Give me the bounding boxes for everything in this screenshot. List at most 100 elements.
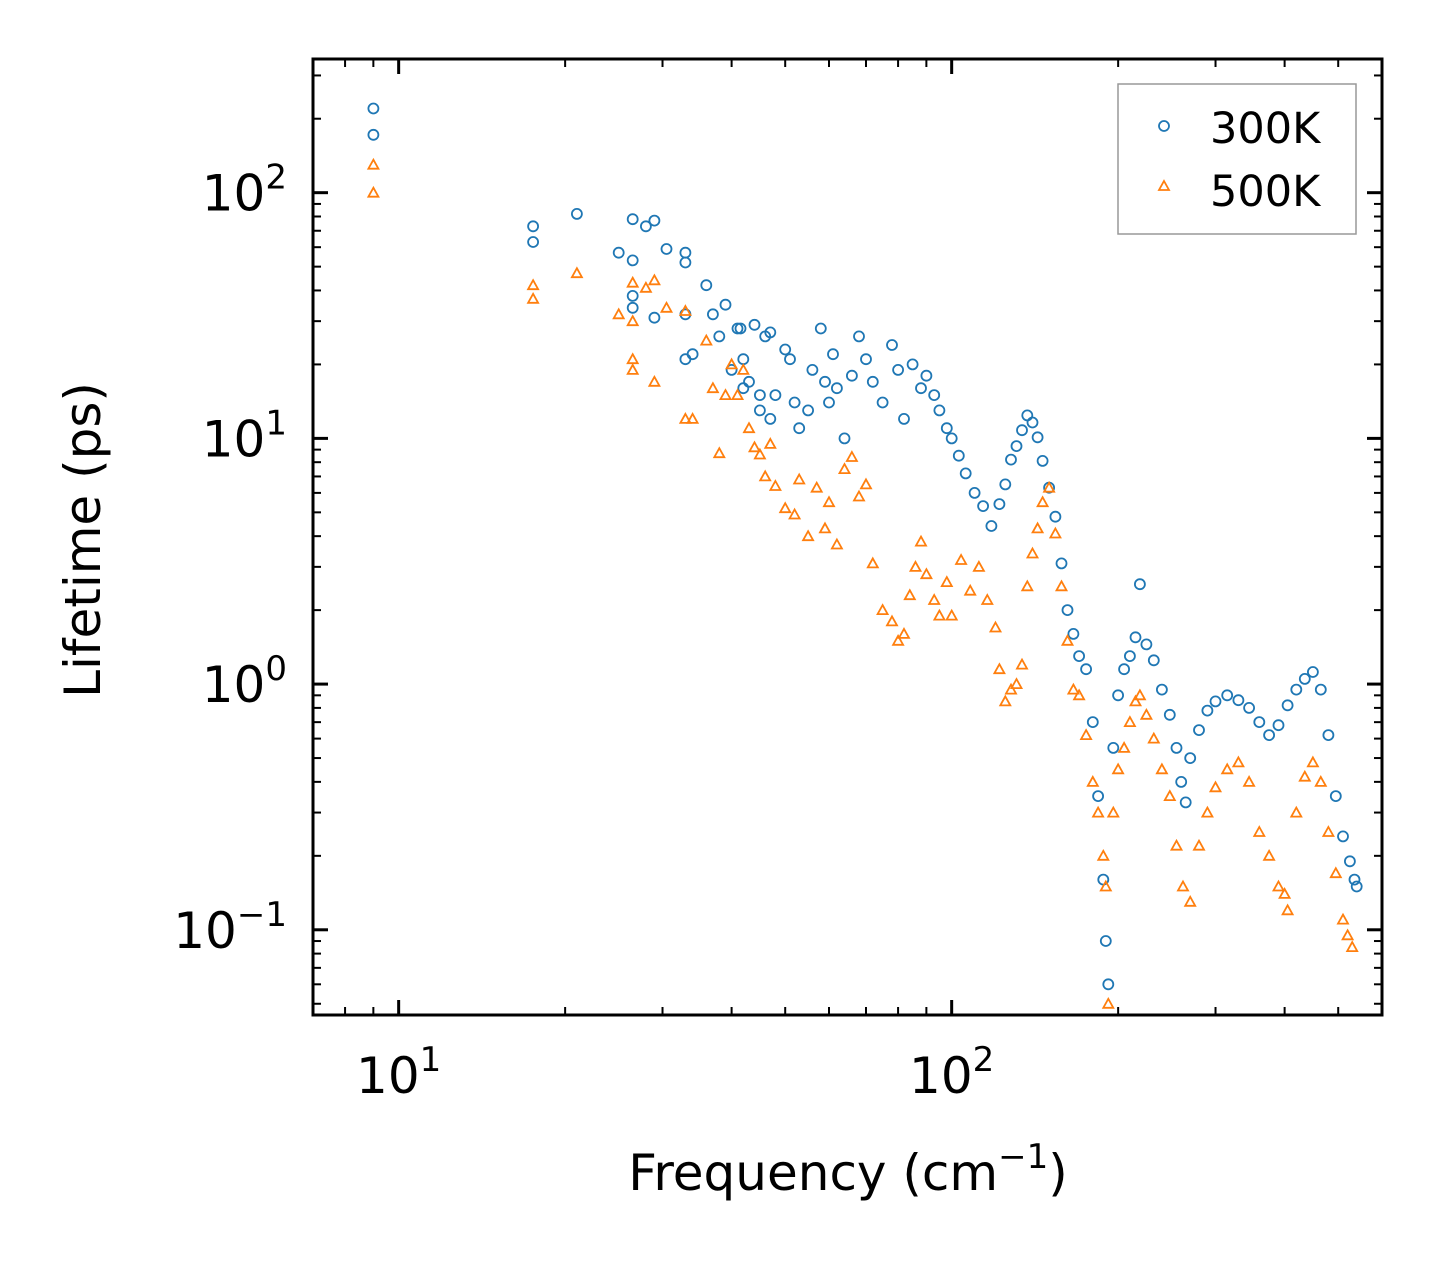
data-point-500k: [626, 275, 640, 288]
data-point-300k: [959, 467, 972, 480]
data-point-500k: [980, 593, 994, 605]
data-point-300k: [860, 353, 872, 366]
major-ticks: [313, 59, 1382, 1015]
data-point-300k: [1281, 699, 1294, 712]
legend: 300K 500K: [1117, 83, 1357, 235]
data-point-500k: [1314, 775, 1328, 787]
data-point-300k: [1112, 689, 1124, 702]
data-point-500k: [988, 620, 1003, 633]
data-point-500k: [1042, 480, 1056, 493]
data-point-300k: [1344, 855, 1356, 868]
data-point-500k: [747, 440, 762, 453]
data-point-500k: [736, 363, 750, 375]
data-point-500k: [891, 633, 905, 646]
data-point-500k: [678, 412, 692, 424]
data-point-500k: [1163, 789, 1177, 801]
data-point-500k: [1139, 707, 1153, 720]
data-point-500k: [1329, 866, 1343, 879]
data-point-300k: [1021, 409, 1034, 422]
data-point-300k: [737, 382, 750, 395]
data-point-300k: [886, 339, 898, 351]
data-point-300k: [1147, 654, 1160, 667]
data-point-500k: [876, 603, 890, 615]
data-point-500k: [570, 266, 584, 279]
data-point-500k: [1036, 495, 1050, 508]
data-point-300k: [819, 375, 831, 388]
data-point-500k: [725, 357, 739, 370]
data-point-300k: [823, 396, 835, 409]
data-point-300k: [784, 353, 796, 366]
data-point-300k: [764, 326, 777, 339]
data-point-500k: [852, 489, 866, 502]
data-point-500k: [992, 662, 1006, 675]
data-point-300k: [1329, 790, 1342, 802]
data-point-500k: [1262, 848, 1276, 861]
data-point-300k: [1314, 683, 1327, 696]
data-point-500k: [788, 507, 802, 520]
data-point-500k: [908, 560, 923, 572]
data-point-300k: [928, 389, 941, 402]
data-point-300k: [648, 214, 661, 227]
data-point-300k: [1348, 873, 1361, 886]
x-tick-label: 102: [909, 1040, 994, 1105]
data-point-300k: [1175, 776, 1188, 788]
data-point-300k: [527, 220, 539, 233]
data-point-500k: [1341, 928, 1355, 941]
data-point-300k: [769, 389, 782, 402]
data-point-300k: [1010, 440, 1023, 453]
data-point-300k: [1156, 683, 1168, 696]
data-point-300k: [1221, 689, 1234, 702]
data-point-500k: [1060, 633, 1075, 646]
data-point-500k: [1336, 912, 1350, 925]
data-point-500k: [1208, 780, 1223, 793]
data-point-500k: [1117, 741, 1131, 753]
data-point-300k: [853, 330, 865, 343]
data-point-500k: [686, 412, 700, 424]
data-point-500k: [940, 575, 954, 587]
data-point-500k: [972, 560, 986, 572]
legend-label-300k: 300K: [1210, 104, 1322, 154]
data-point-300k: [1201, 704, 1214, 717]
data-point-500k: [1281, 903, 1295, 916]
data-point-300k: [906, 358, 919, 371]
data-point-500k: [830, 537, 844, 550]
data-point-300k: [1092, 790, 1104, 802]
data-point-500k: [1106, 805, 1120, 818]
data-point-300k: [1031, 431, 1044, 444]
data-point-500k: [768, 479, 782, 491]
data-point-300k: [920, 369, 933, 382]
data-point-500k: [659, 300, 674, 313]
data-point-300k: [933, 404, 946, 417]
data-point-500k: [1015, 657, 1029, 670]
data-point-500k: [1079, 728, 1093, 740]
data-point-500k: [778, 501, 792, 514]
data-point-300k: [367, 102, 380, 115]
data-point-500k: [1278, 887, 1292, 899]
data-point-500k: [712, 446, 726, 459]
data-point-500k: [945, 608, 959, 621]
data-point-300k: [1272, 719, 1285, 732]
data-point-300k: [1350, 880, 1363, 893]
data-point-500k: [758, 469, 772, 482]
data-point-500k: [1242, 775, 1256, 787]
data-point-500k: [866, 556, 880, 569]
data-point-500k: [1096, 848, 1110, 861]
data-point-300k: [915, 382, 927, 395]
y-tick-label: 102: [202, 158, 287, 223]
data-point-300k: [1263, 729, 1275, 741]
data-point-300k: [527, 236, 539, 248]
data-point-300k: [754, 389, 766, 402]
data-point-500k: [1054, 579, 1069, 592]
data-point-500k: [1025, 546, 1040, 559]
data-point-500k: [612, 307, 626, 320]
data-point-300k: [993, 498, 1006, 511]
data-point-300k: [367, 128, 380, 141]
data-point-300k: [1073, 650, 1085, 662]
data-point-300k: [1107, 742, 1120, 754]
data-point-300k: [1016, 424, 1028, 437]
data-point-300k: [612, 246, 625, 259]
data-point-500k: [801, 529, 815, 542]
data-point-300k: [1298, 673, 1311, 685]
data-point-500k: [1072, 688, 1086, 701]
data-point-500k: [885, 614, 899, 627]
